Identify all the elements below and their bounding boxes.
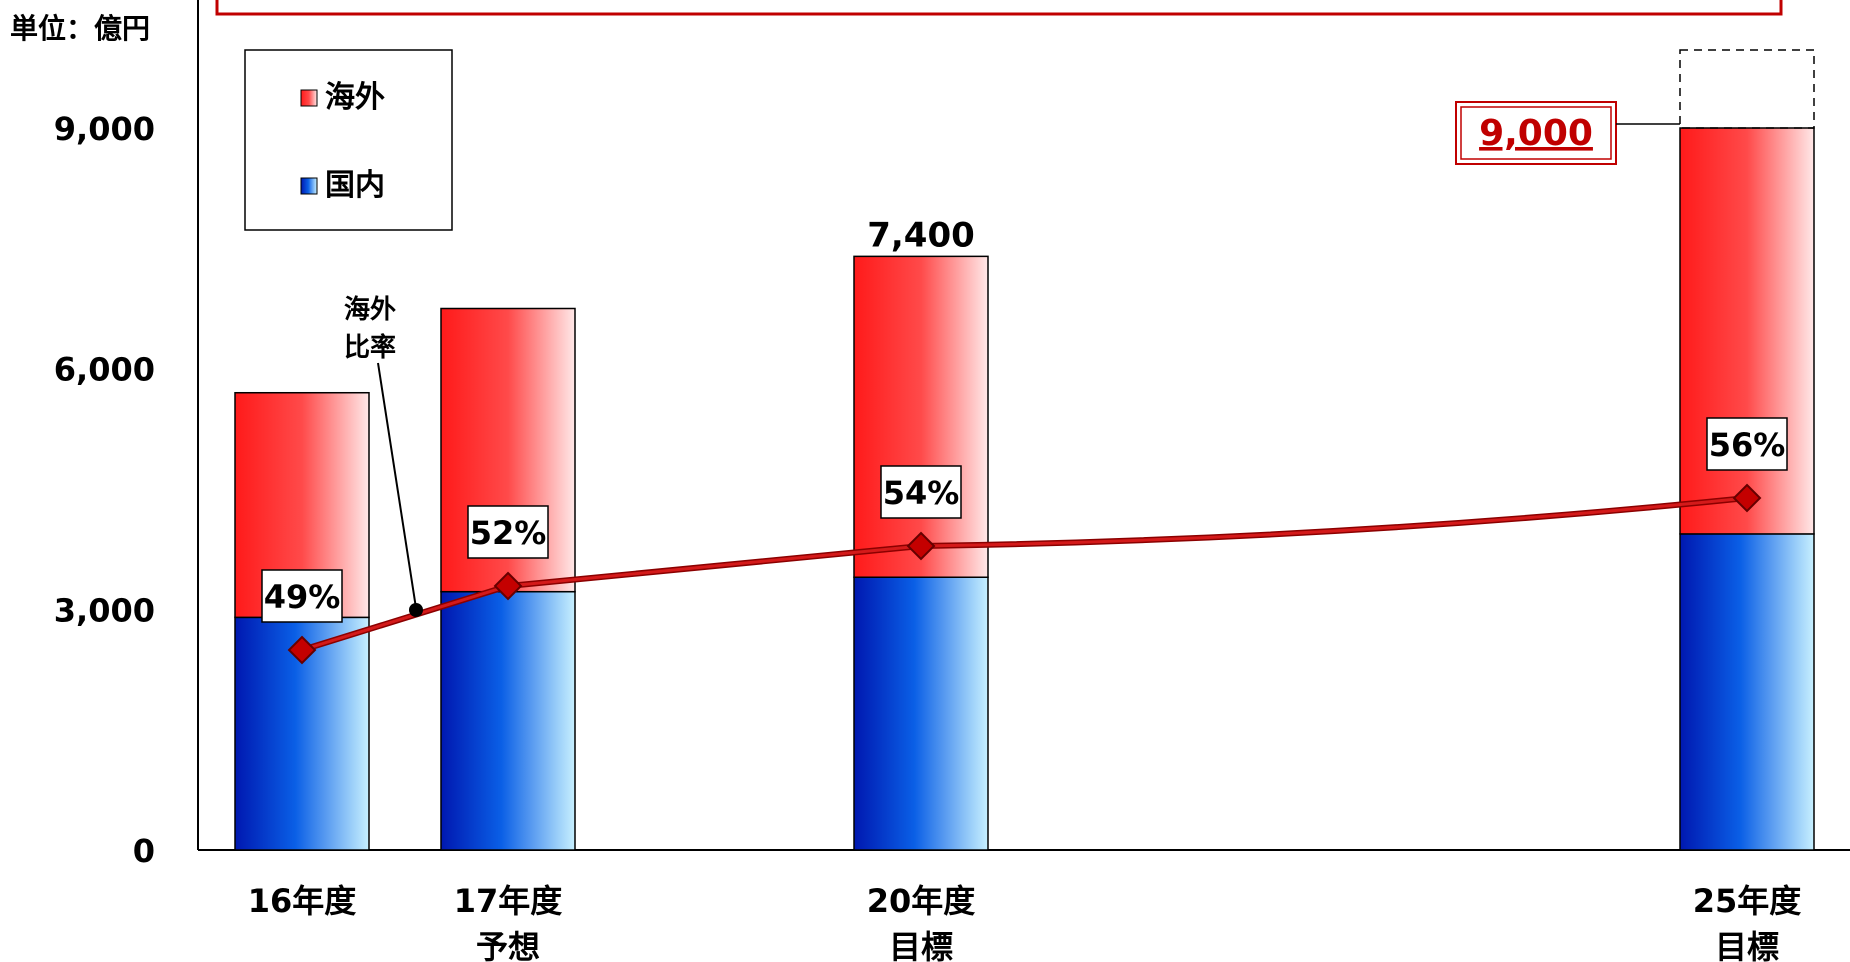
legend-swatch-domestic [300,177,318,195]
ratio-label: 49% [264,578,341,616]
target-dashed-box [1679,49,1815,129]
y-tick-label: 6,000 [54,351,155,389]
ratio-line [301,496,1748,652]
bars-group [234,49,1815,851]
ratio-label-box [261,569,343,623]
ratio-label-box [467,505,549,559]
header-frame [215,0,1783,16]
total-label: 7,400 [867,215,975,255]
ratio-label: 56% [1709,426,1786,464]
y-axis-ticks: 0 3,000 6,000 9,000 [54,110,155,870]
legend-box [244,49,453,231]
ratio-marker [287,635,317,665]
x-tick-label: 20年度 [867,882,976,920]
x-tick-label: 目標 [889,928,953,962]
ratio-label-box [1706,417,1788,471]
total-box-inner [1460,106,1612,160]
ratio-label: 54% [883,474,960,512]
x-tick-label: 16年度 [248,882,357,920]
legend-label-overseas: 海外 [325,80,385,115]
x-tick-label: 17年度 [454,882,563,920]
bar-overseas [853,255,989,578]
legend-swatch-overseas [300,89,318,107]
unit-label: 単位：億円 [10,12,150,45]
x-tick-label: 25年度 [1693,882,1802,920]
ratio-annotation-line1: 海外 [344,295,396,325]
y-tick-label: 9,000 [54,110,155,148]
ratio-label-box [880,465,962,519]
ratio-annotation: 海外 比率 [344,295,423,617]
ratio-marker [493,571,523,601]
legend: 海外 国内 [244,49,453,231]
ratio-annotation-pointer [377,362,417,609]
legend-label-domestic: 国内 [325,168,385,203]
total-labels: 7,400 9,000 [867,101,1680,255]
bar-domestic [853,576,989,851]
bar-overseas [1679,127,1815,535]
bar-domestic [440,590,576,851]
y-tick-label: 3,000 [54,591,155,629]
x-tick-label: 目標 [1715,928,1779,962]
total-label: 9,000 [1479,113,1593,154]
x-tick-label: 予想 [476,928,540,962]
ratio-marker [1732,483,1762,513]
overseas-ratio-line: 49% 52% 54% 56% [261,417,1788,665]
ratio-annotation-line2: 比率 [344,332,396,363]
ratio-annotation-dot [409,603,423,617]
ratio-label: 52% [470,514,547,552]
ratio-marker [906,531,936,561]
bar-domestic [1679,533,1815,851]
y-tick-label: 0 [133,832,155,870]
